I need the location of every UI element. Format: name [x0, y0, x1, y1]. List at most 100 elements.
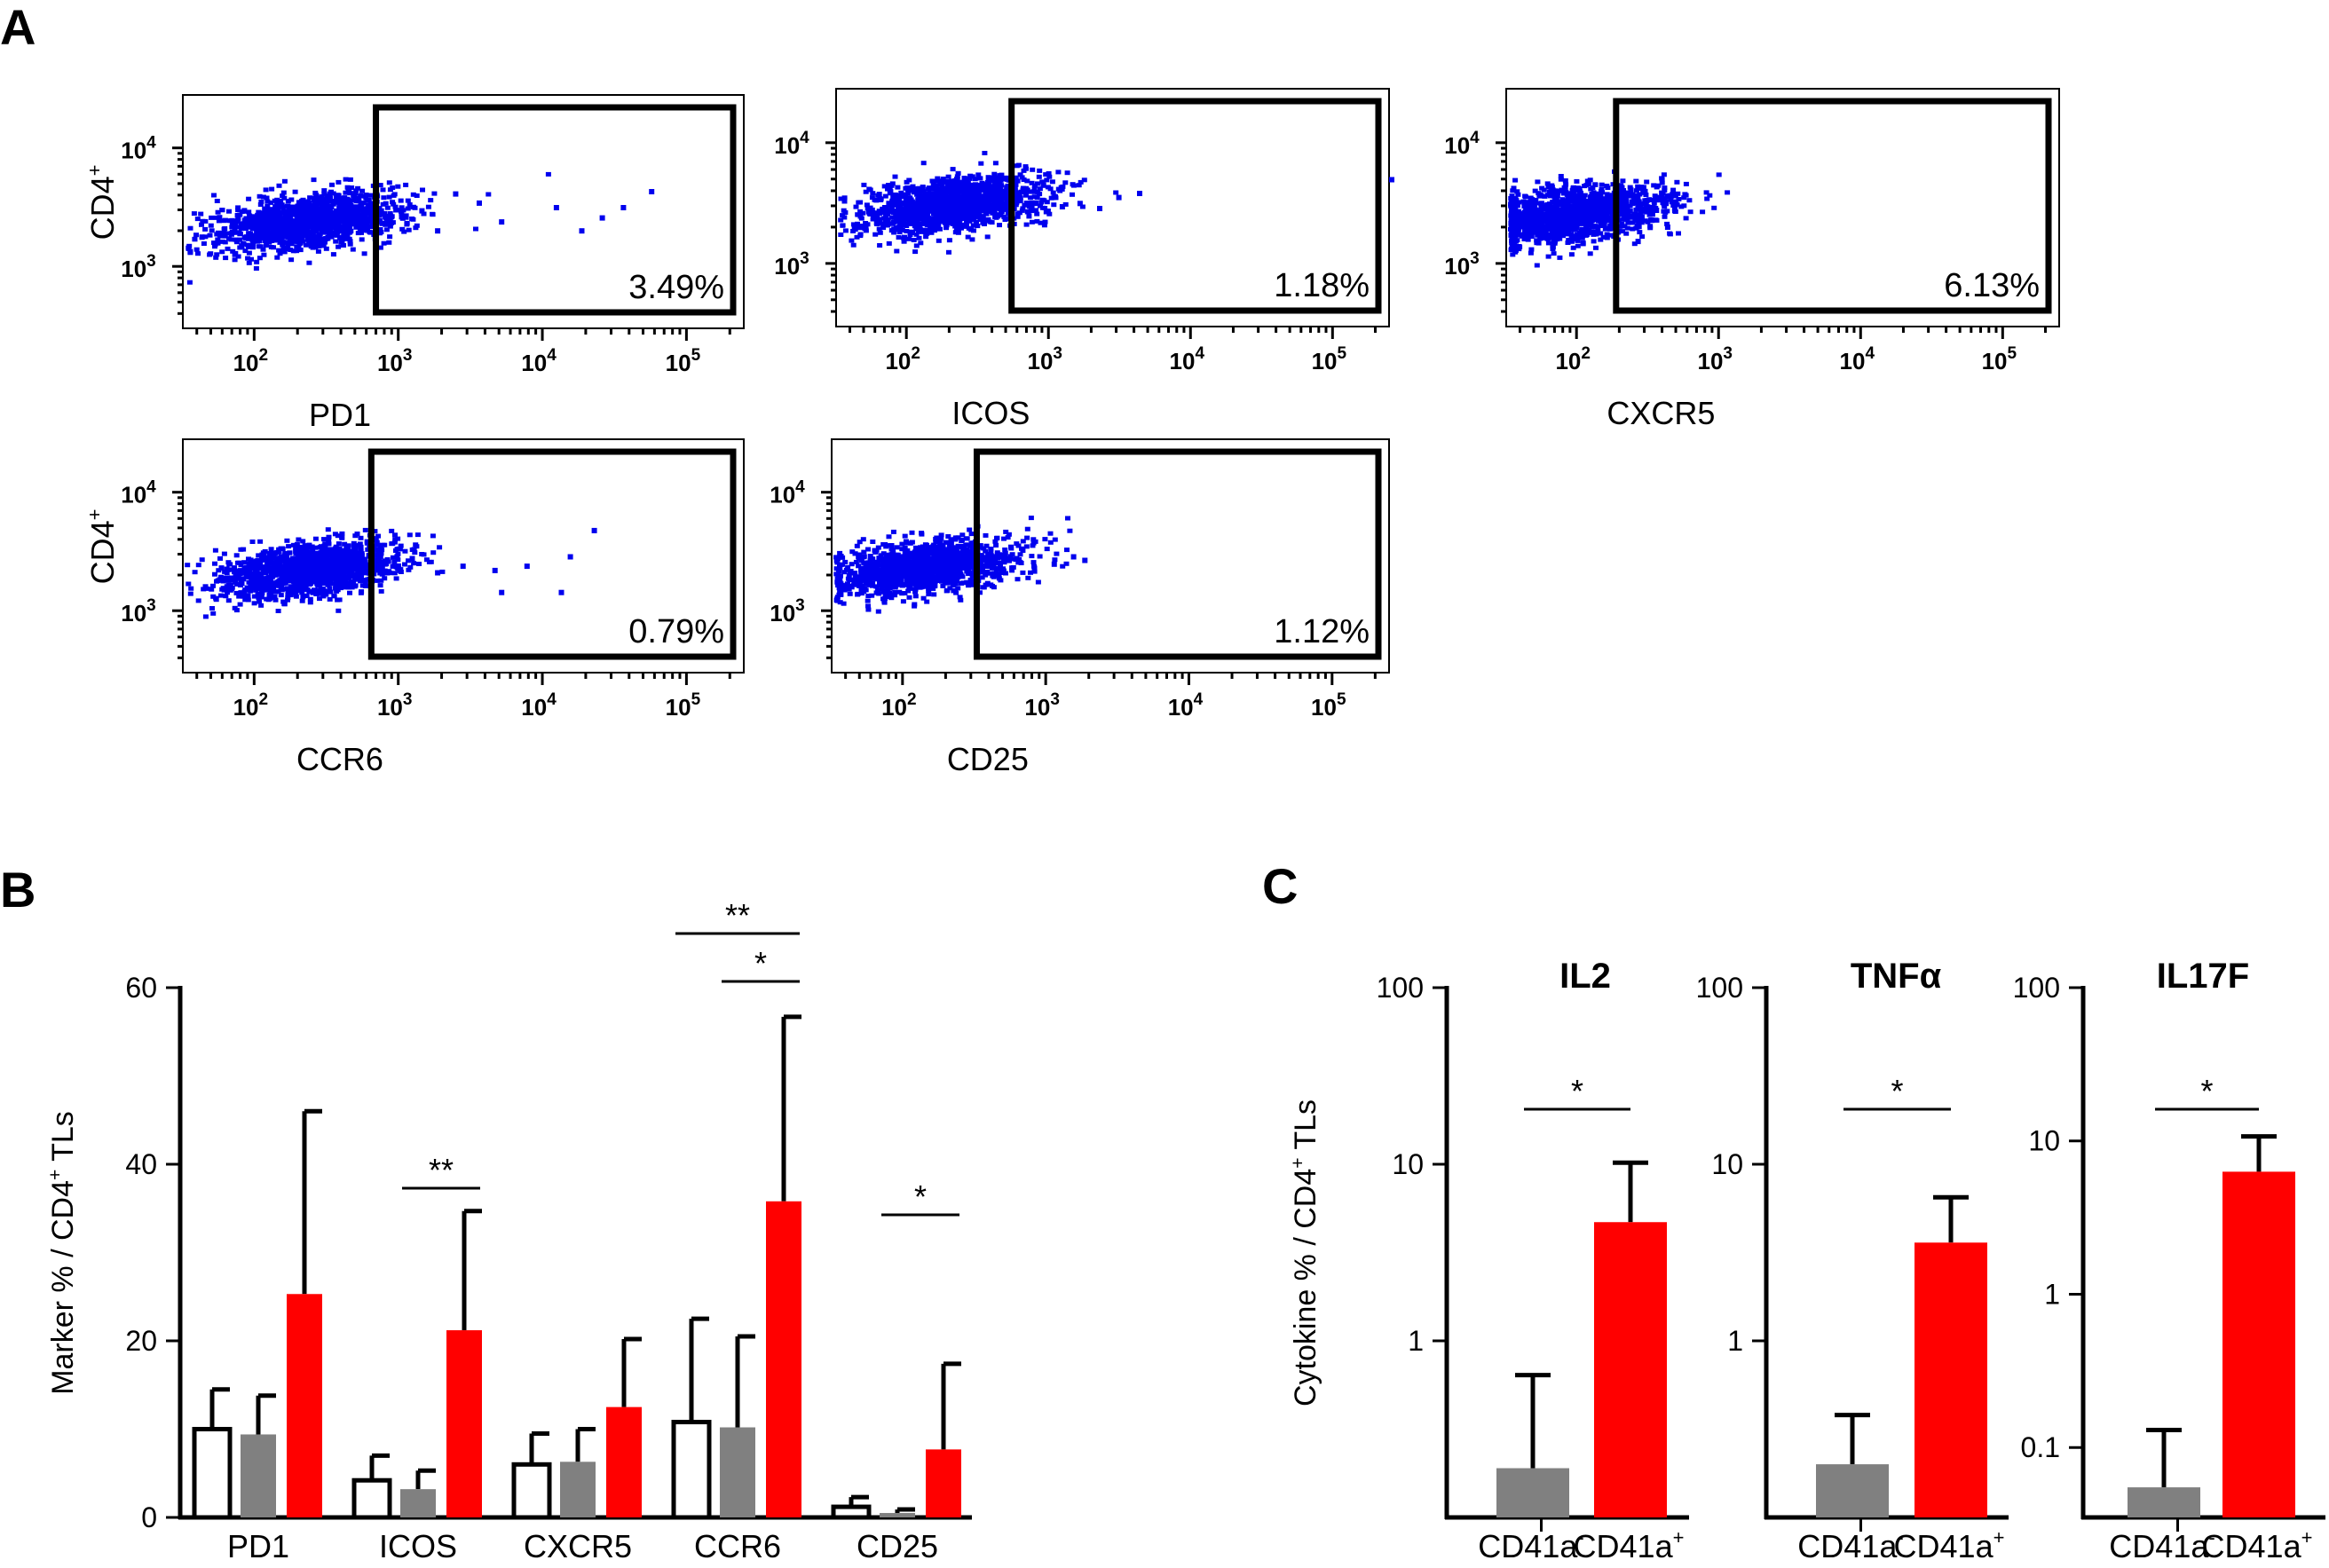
- event-dot: [939, 206, 945, 211]
- event-dot: [376, 213, 383, 217]
- event-dot: [339, 225, 344, 230]
- event-dot: [1636, 225, 1642, 230]
- event-dot: [1632, 211, 1638, 217]
- event-dot: [249, 220, 256, 225]
- event-dot: [1547, 201, 1552, 207]
- event-dot: [1587, 220, 1592, 225]
- event-dot: [359, 216, 366, 221]
- event-dot: [341, 243, 346, 248]
- event-dot: [924, 218, 929, 224]
- event-dot: [1555, 214, 1561, 219]
- event-dot: [1670, 187, 1677, 193]
- event-dot: [1627, 215, 1633, 220]
- event-dot: [258, 595, 264, 600]
- event-dot: [950, 167, 956, 172]
- event-dot: [1558, 177, 1564, 182]
- event-dot: [342, 223, 348, 228]
- event-dot: [288, 211, 295, 217]
- event-dot: [1633, 193, 1639, 198]
- event-dot: [1546, 189, 1552, 194]
- event-dot: [1672, 192, 1678, 197]
- event-dot: [473, 226, 478, 232]
- event-dot: [258, 227, 264, 232]
- event-dot: [1573, 233, 1579, 239]
- event-dot: [321, 191, 328, 196]
- event-dot: [428, 198, 434, 203]
- event-dot: [912, 208, 918, 213]
- event-dot: [899, 194, 905, 200]
- event-dot: [341, 227, 347, 232]
- event-dot: [388, 213, 394, 218]
- event-dot: [1516, 247, 1522, 252]
- event-dot: [282, 216, 288, 220]
- event-dot: [1659, 190, 1665, 195]
- event-dot: [1707, 193, 1713, 198]
- event-dot: [272, 198, 278, 203]
- event-dot: [1578, 235, 1584, 240]
- event-dot: [323, 246, 329, 251]
- event-dot: [1003, 217, 1009, 222]
- event-dot: [358, 225, 364, 231]
- event-dot: [999, 200, 1004, 205]
- event-dot: [553, 205, 559, 210]
- event-dot: [308, 244, 314, 249]
- event-dot: [896, 230, 903, 235]
- event-dot: [854, 234, 860, 240]
- event-dot: [895, 185, 901, 190]
- event-dot: [256, 553, 262, 558]
- event-dot: [386, 240, 392, 245]
- y-tick-label: 103: [121, 252, 156, 282]
- event-dot: [855, 212, 861, 217]
- event-dot: [990, 193, 996, 199]
- event-dot: [1662, 185, 1668, 191]
- event-dot: [975, 185, 981, 190]
- event-dot: [222, 226, 228, 231]
- event-dot: [1520, 233, 1526, 239]
- event-dot: [1079, 204, 1086, 209]
- event-dot: [300, 539, 306, 544]
- event-dot: [896, 196, 903, 201]
- event-dot: [915, 214, 921, 219]
- event-dot: [366, 197, 372, 202]
- event-dot: [1604, 192, 1610, 197]
- event-dot: [282, 212, 288, 217]
- event-dot: [309, 237, 315, 241]
- event-dot: [876, 192, 882, 197]
- event-dot: [1662, 188, 1668, 193]
- event-dot: [307, 195, 313, 201]
- event-dot: [249, 540, 256, 544]
- event-dot: [281, 178, 288, 184]
- event-dot: [383, 227, 390, 232]
- event-dot: [599, 215, 605, 221]
- event-dot: [1013, 195, 1019, 201]
- event-dot: [275, 208, 281, 213]
- event-dot: [974, 219, 979, 225]
- event-dot: [1633, 188, 1639, 193]
- event-dot: [1607, 218, 1614, 224]
- event-dot: [1582, 193, 1588, 198]
- event-dot: [998, 193, 1004, 198]
- event-dot: [620, 205, 627, 210]
- event-dot: [348, 204, 354, 209]
- event-dot: [1037, 168, 1043, 173]
- event-dot: [1569, 227, 1575, 232]
- event-dot: [310, 231, 316, 236]
- event-dot: [1014, 163, 1020, 169]
- event-dot: [336, 541, 342, 547]
- event-dot: [936, 220, 942, 225]
- event-dot: [896, 222, 903, 227]
- event-dot: [971, 189, 977, 193]
- event-dot: [209, 215, 215, 220]
- event-dot: [325, 225, 331, 231]
- event-dot: [875, 218, 881, 224]
- event-dot: [999, 172, 1005, 177]
- event-dot: [1537, 236, 1543, 241]
- event-dot: [877, 243, 883, 248]
- event-dot: [863, 225, 869, 231]
- event-dot: [1588, 194, 1594, 200]
- event-dot: [1137, 191, 1142, 196]
- event-dot: [894, 209, 900, 213]
- event-dot: [486, 192, 492, 197]
- event-dot: [234, 217, 241, 223]
- event-dot: [387, 218, 393, 224]
